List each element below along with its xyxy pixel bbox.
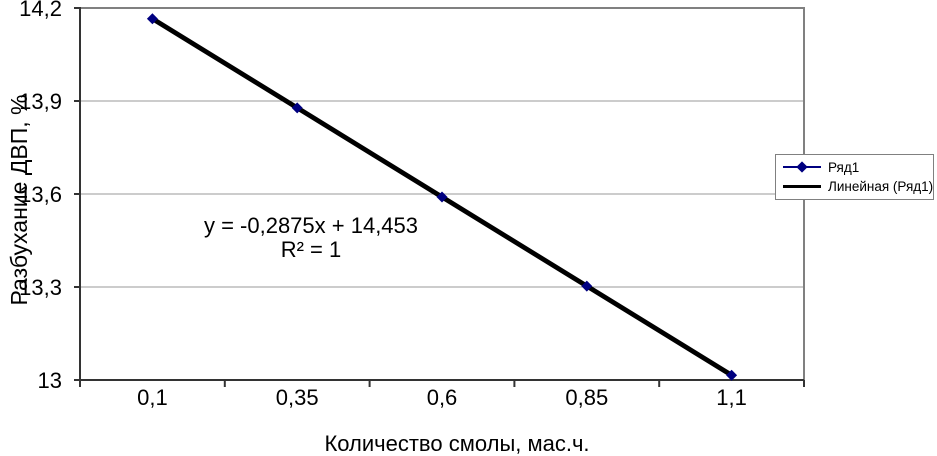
diamond-marker-icon [796,161,808,173]
trendline-icon [783,184,821,188]
x-tick-label: 0,6 [427,385,458,410]
legend: Ряд1 Линейная (Ряд1) [775,154,934,200]
y-tick-label: 13,3 [19,275,62,300]
series-line-sample [783,161,821,173]
data-point-marker [726,369,738,381]
y-tick-label: 13 [38,368,62,393]
equation-line: y = -0,2875x + 14,453 [203,213,419,238]
y-tick-label: 13,6 [19,182,62,207]
legend-label-series: Ряд1 [828,159,860,175]
legend-item-trendline: Линейная (Ряд1) [783,179,933,194]
x-tick-label: 1,1 [716,385,747,410]
legend-item-series: Ряд1 [783,160,933,175]
legend-label-trendline: Линейная (Ряд1) [828,179,934,195]
trendline-sample [783,181,821,193]
x-axis-title: Количество смолы, мас.ч. [324,431,590,456]
x-tick-label: 0,35 [276,385,319,410]
x-tick-label: 0,85 [565,385,608,410]
y-tick-label: 14,2 [19,0,62,21]
data-point-marker [291,102,303,114]
data-point-marker [436,191,448,203]
y-tick-label: 13,9 [19,89,62,114]
trendline-equation: y = -0,2875x + 14,453 R² = 1 [151,214,471,262]
x-tick-label: 0,1 [137,385,168,410]
y-axis-title: Разбухание ДВП, % [6,94,32,306]
data-point-marker [146,13,158,25]
data-point-marker [581,280,593,292]
r-squared-line: R² = 1 [280,237,342,262]
